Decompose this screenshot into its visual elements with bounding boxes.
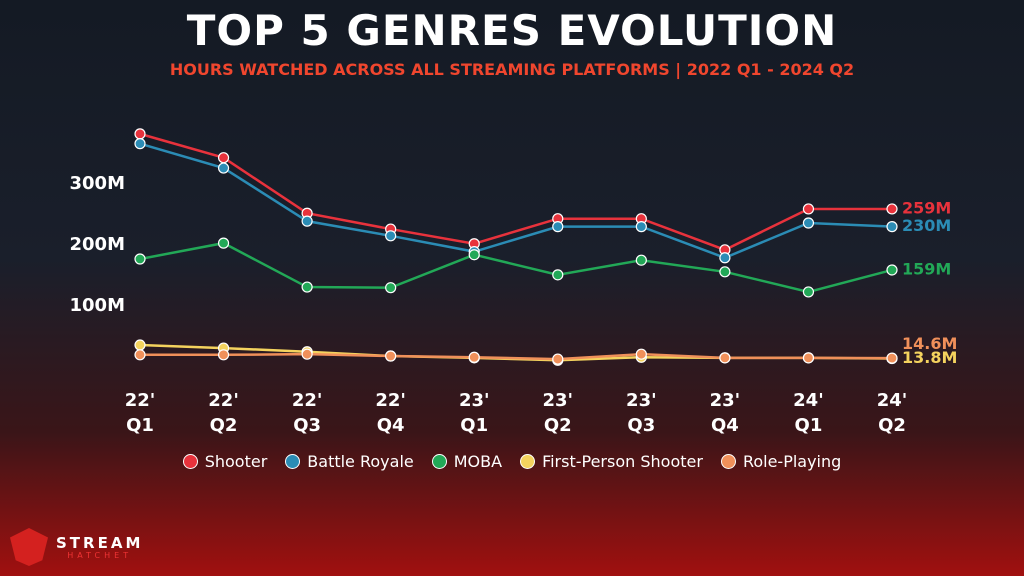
data-point xyxy=(134,339,146,351)
value-label: 13.8M xyxy=(902,348,957,367)
x-tick-label: 22' Q4 xyxy=(375,390,406,436)
data-point xyxy=(134,128,146,140)
data-point xyxy=(134,253,146,265)
legend-swatch xyxy=(182,454,198,469)
data-point xyxy=(134,138,146,150)
y-tick-label: 300M xyxy=(70,173,126,194)
data-point xyxy=(802,352,815,364)
series-line xyxy=(139,142,893,260)
data-point xyxy=(134,349,146,361)
data-point xyxy=(217,152,230,164)
value-label: 159M xyxy=(902,259,951,278)
data-point xyxy=(552,269,564,281)
data-point xyxy=(552,221,564,233)
data-point xyxy=(719,266,731,278)
data-point xyxy=(301,215,313,227)
legend-swatch xyxy=(285,454,301,469)
y-tick-label: 100M xyxy=(70,295,126,316)
series-line xyxy=(140,352,893,361)
value-label: 259M xyxy=(902,198,951,217)
data-point xyxy=(635,348,647,360)
data-point xyxy=(886,221,898,233)
legend-swatch xyxy=(720,454,736,469)
chart-subtitle: HOURS WATCHED ACROSS ALL STREAMING PLATF… xyxy=(169,60,855,79)
legend-item: Shooter xyxy=(182,452,268,471)
y-tick-label: 200M xyxy=(70,234,126,255)
data-point xyxy=(301,348,313,360)
x-tick-label: 23' Q3 xyxy=(626,390,657,436)
data-point xyxy=(217,349,230,361)
data-point xyxy=(301,281,313,293)
data-point xyxy=(886,352,898,364)
data-point xyxy=(802,286,815,298)
data-point xyxy=(468,249,480,261)
data-point xyxy=(802,217,815,229)
legend-item: Role-Playing xyxy=(720,452,842,471)
x-tick-label: 22' Q2 xyxy=(208,390,239,436)
logo-text: STREAM HATCHET xyxy=(56,535,143,560)
x-tick-label: 24' Q2 xyxy=(876,390,908,436)
x-tick-label: 23' Q1 xyxy=(458,390,490,436)
legend-swatch xyxy=(431,454,447,469)
legend-swatch xyxy=(520,454,536,469)
series-line xyxy=(139,132,892,252)
legend-item: Battle Royale xyxy=(285,452,414,471)
data-point xyxy=(886,203,898,215)
data-point xyxy=(635,221,647,233)
x-tick-label: 24' Q1 xyxy=(793,390,824,436)
data-point xyxy=(385,282,397,294)
series-line xyxy=(139,241,893,294)
data-point xyxy=(886,264,898,276)
data-point xyxy=(468,351,480,363)
data-point xyxy=(719,252,731,264)
chart-title: TOP 5 GENRES EVOLUTION xyxy=(186,6,838,55)
data-point xyxy=(802,203,815,215)
data-point xyxy=(217,237,230,249)
legend-label: Battle Royale xyxy=(307,452,414,471)
x-tick-label: 23' Q4 xyxy=(709,390,741,436)
data-point xyxy=(719,352,731,364)
legend: Shooter Battle Royale MOBA First-Person Sho… xyxy=(0,452,1024,471)
legend-label: First-Person Shooter xyxy=(542,452,703,471)
legend-label: Role-Playing xyxy=(742,452,842,471)
value-label: 230M xyxy=(902,216,951,235)
data-point xyxy=(385,230,397,242)
value-label: 14.6M xyxy=(902,334,957,353)
legend-item: First-Person Shooter xyxy=(520,452,703,471)
legend-label: Shooter xyxy=(204,452,268,471)
logo-icon xyxy=(10,528,48,566)
brand: STREAM HATCHET xyxy=(10,528,143,566)
x-tick-label: 22' Q1 xyxy=(124,390,156,436)
data-point xyxy=(385,350,397,362)
data-point xyxy=(217,162,230,174)
x-tick-label: 22' Q3 xyxy=(291,390,323,436)
legend-item: MOBA xyxy=(431,452,503,471)
legend-label: MOBA xyxy=(453,452,503,471)
brand-tagline: HATCHET xyxy=(67,550,133,560)
data-point xyxy=(552,353,564,365)
x-tick-label: 23' Q2 xyxy=(542,390,574,436)
brand-name: STREAM xyxy=(56,533,144,552)
data-point xyxy=(635,254,647,266)
